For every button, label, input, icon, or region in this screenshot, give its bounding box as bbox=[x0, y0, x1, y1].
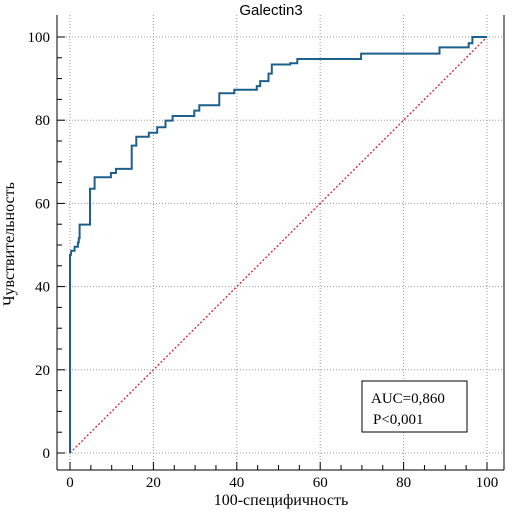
x-tick-labels: 0 20 40 60 80 100 bbox=[66, 475, 498, 491]
y-tick-label: 60 bbox=[35, 196, 50, 212]
x-axis-title: 100-специфичность bbox=[214, 492, 349, 509]
p-value-text: P<0,001 bbox=[373, 412, 424, 428]
chart-title: Galectin3 bbox=[239, 2, 302, 19]
auc-value-text: AUC=0,860 bbox=[371, 391, 445, 407]
x-tick-label: 0 bbox=[66, 475, 74, 491]
y-tick-label: 0 bbox=[43, 446, 51, 462]
y-tick-labels: 0 20 40 60 80 100 bbox=[28, 30, 51, 462]
y-tick-label: 40 bbox=[35, 280, 50, 296]
x-tick-label: 40 bbox=[229, 475, 244, 491]
y-tick-label: 20 bbox=[35, 363, 50, 379]
x-tick-label: 20 bbox=[146, 475, 161, 491]
x-tick-label: 100 bbox=[476, 475, 499, 491]
y-tick-label: 80 bbox=[35, 113, 50, 129]
x-tick-label: 80 bbox=[396, 475, 411, 491]
annotation-frame bbox=[361, 380, 468, 433]
roc-curve bbox=[69, 36, 487, 453]
y-tick-label: 100 bbox=[28, 30, 51, 46]
ticks bbox=[57, 36, 488, 470]
x-tick-label: 60 bbox=[313, 475, 328, 491]
grid bbox=[57, 15, 504, 470]
auc-annotation-box: AUC=0,860 P<0,001 bbox=[361, 380, 468, 433]
y-axis-title: Чувствительность bbox=[1, 182, 18, 306]
